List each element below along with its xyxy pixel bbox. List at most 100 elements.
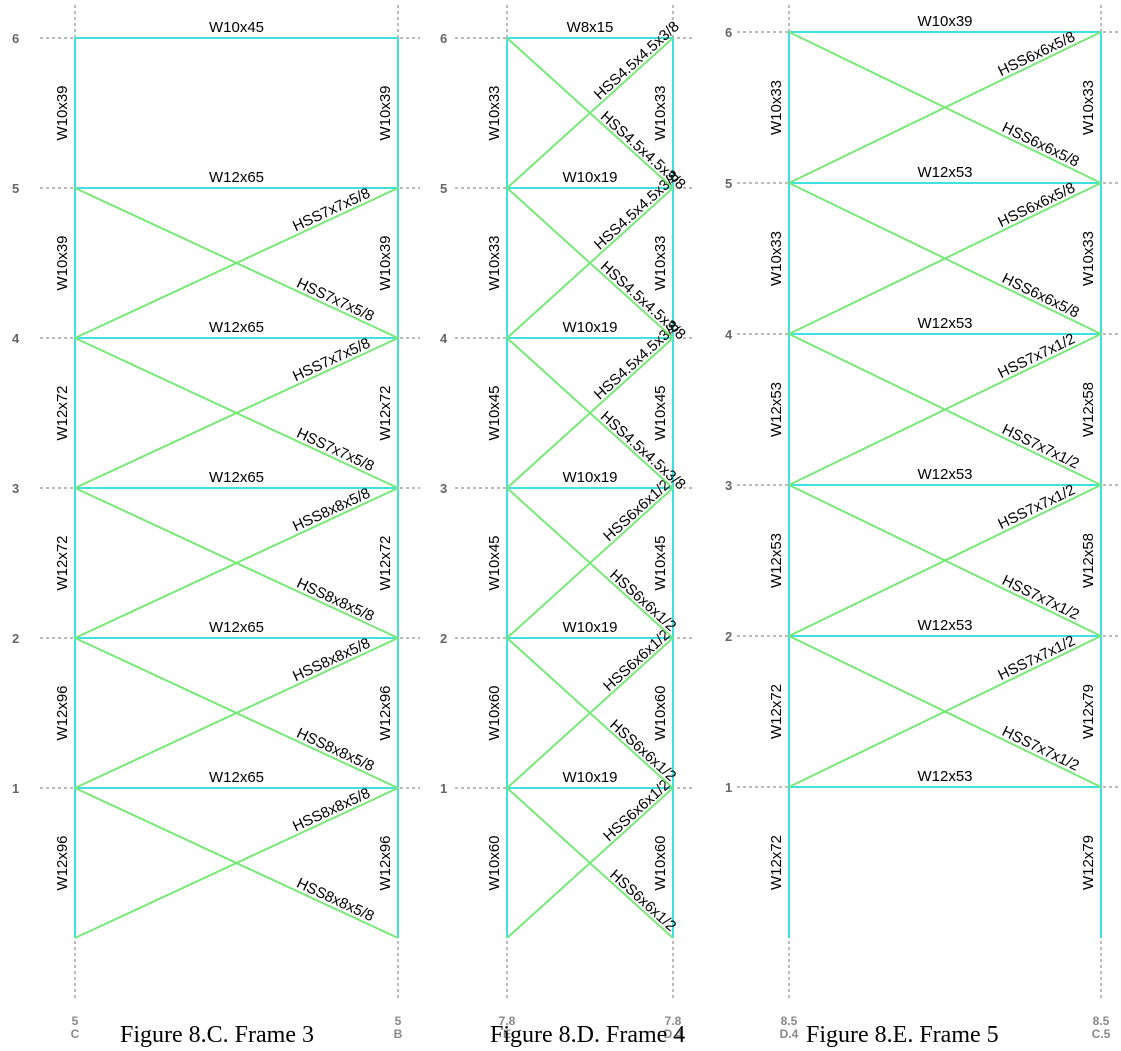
level-label-2: 2: [12, 631, 19, 646]
column-left-label-story-3: W12x72: [54, 535, 71, 590]
column-left-label-story-5: W10x39: [54, 235, 71, 290]
brace-up-label-story-2: HSS6x6x1/2: [600, 626, 673, 695]
brace-down-label-story-4: HSS7x7x5/8: [294, 425, 377, 476]
brace-down-story-2: [788, 635, 1102, 788]
level-label-4: 4: [725, 327, 733, 342]
column-right-label-story-6: W10x33: [652, 85, 669, 140]
brace-down-story-1: [74, 787, 399, 939]
column-right-label-story-5: W10x33: [1080, 231, 1097, 286]
column-right-label-story-5: W10x33: [652, 235, 669, 290]
figure-caption: Figure 8.D. Frame 4: [490, 1022, 685, 1048]
column-right-label-story-6: W10x33: [1080, 80, 1097, 135]
level-label-3: 3: [12, 481, 19, 496]
column-left-label-story-5: W10x33: [486, 235, 503, 290]
brace-down-story-5: [506, 187, 674, 339]
brace-down-label-story-5: HSS6x6x5/8: [999, 270, 1081, 322]
column-left-label-story-1: W12x96: [54, 835, 71, 890]
level-label-4: 4: [12, 331, 20, 346]
brace-down-story-6: [788, 31, 1102, 184]
level-label-2: 2: [725, 629, 732, 644]
brace-down-story-3: [506, 487, 674, 639]
grid-label-left-number: 7.8: [499, 1014, 516, 1028]
column-left-label-story-2: W10x60: [486, 685, 503, 740]
column-left-label-story-1: W12x72: [768, 835, 785, 890]
column-left-label-story-6: W10x33: [486, 85, 503, 140]
grid-label-left-letter: C: [71, 1027, 80, 1041]
brace-down-story-4: [74, 337, 399, 489]
column-right-label-story-2: W12x79: [1080, 684, 1097, 739]
brace-down-label-story-1: HSS8x8x5/8: [294, 875, 377, 926]
level-label-3: 3: [440, 481, 447, 496]
beam-label-level-6: W10x45: [209, 19, 264, 36]
brace-up-label-story-6: HSS6x6x5/8: [995, 28, 1077, 80]
grid-label-right-number: 7.8: [665, 1014, 682, 1028]
beam-label-level-4: W12x65: [209, 319, 264, 336]
brace-up-label-story-3: HSS6x6x1/2: [600, 476, 673, 545]
brace-down-story-6: [506, 37, 674, 189]
brace-up-label-story-5: HSS7x7x5/8: [290, 185, 373, 236]
grid-label-right-number: 5: [395, 1014, 402, 1028]
grid-label-right-letter: D.4: [664, 1027, 683, 1041]
column-right-label-story-4: W10x45: [652, 385, 669, 440]
beam-label-level-2: W10x19: [562, 619, 617, 636]
column-left-label-story-2: W12x72: [768, 684, 785, 739]
brace-down-label-story-3: HSS8x8x5/8: [294, 575, 377, 626]
column-right-label-story-3: W12x58: [1080, 533, 1097, 588]
column-right-label-story-3: W10x45: [652, 535, 669, 590]
brace-up-label-story-5: HSS6x6x5/8: [995, 179, 1077, 231]
grid-label-right-letter: C.5: [1092, 1027, 1111, 1041]
brace-down-story-5: [788, 182, 1102, 335]
level-label-1: 1: [440, 781, 447, 796]
column-left-label-story-4: W12x53: [768, 382, 785, 437]
level-label-3: 3: [725, 478, 732, 493]
brace-up-label-story-4: HSS7x7x5/8: [290, 335, 373, 386]
figure-caption: Figure 8.C. Frame 3: [120, 1022, 314, 1048]
beam-label-level-1: W10x19: [562, 769, 617, 786]
column-left-label-story-5: W10x33: [768, 231, 785, 286]
column-left-label-story-6: W10x33: [768, 80, 785, 135]
column-left-label-story-3: W10x45: [486, 535, 503, 590]
column-right-label-story-1: W10x60: [652, 835, 669, 890]
beam-label-level-1: W12x65: [209, 769, 264, 786]
brace-down-story-4: [788, 333, 1102, 486]
column-left-label-story-6: W10x39: [54, 85, 71, 140]
column-left-label-story-3: W12x53: [768, 533, 785, 588]
brace-down-label-story-4: HSS7x7x1/2: [999, 421, 1081, 473]
level-label-5: 5: [12, 181, 19, 196]
grid-label-left-letter: D.4: [780, 1027, 799, 1041]
column-right-label-story-5: W10x39: [377, 235, 394, 290]
column-right-label-story-1: W12x79: [1080, 835, 1097, 890]
beam-label-level-6: W10x39: [917, 13, 972, 30]
brace-up-label-story-3: HSS8x8x5/8: [290, 485, 373, 536]
beam-label-level-3: W10x19: [562, 469, 617, 486]
column-left-label-story-1: W10x60: [486, 835, 503, 890]
brace-down-label-story-2: HSS8x8x5/8: [294, 725, 377, 776]
brace-up-label-story-3: HSS7x7x1/2: [995, 481, 1077, 533]
column-right-label-story-2: W12x96: [377, 685, 394, 740]
grid-label-left-number: 5: [72, 1014, 79, 1028]
brace-down-label-story-3: HSS7x7x1/2: [999, 572, 1081, 624]
brace-down-story-4: [506, 337, 674, 489]
brace-down-story-3: [74, 487, 399, 639]
brace-down-story-2: [74, 637, 399, 789]
beam-label-level-3: W12x53: [917, 466, 972, 483]
column-right-label-story-4: W12x58: [1080, 382, 1097, 437]
beam-label-level-1: W12x53: [917, 768, 972, 785]
column-left-label-story-4: W10x45: [486, 385, 503, 440]
level-label-2: 2: [440, 631, 447, 646]
brace-down-label-story-2: HSS7x7x1/2: [999, 723, 1081, 775]
brace-up-label-story-4: HSS7x7x1/2: [995, 330, 1077, 382]
beam-label-level-2: W12x53: [917, 617, 972, 634]
grid-label-left-letter: E: [503, 1027, 511, 1041]
level-label-6: 6: [440, 31, 447, 46]
level-label-5: 5: [725, 176, 732, 191]
brace-down-label-story-5: HSS7x7x5/8: [294, 275, 377, 326]
beam-label-level-3: W12x65: [209, 469, 264, 486]
column-right-label-story-3: W12x72: [377, 535, 394, 590]
beam-label-level-5: W12x53: [917, 164, 972, 181]
grid-label-left-number: 8.5: [781, 1014, 798, 1028]
brace-up-label-story-2: HSS7x7x1/2: [995, 632, 1077, 684]
grid-label-right-number: 8.5: [1093, 1014, 1110, 1028]
